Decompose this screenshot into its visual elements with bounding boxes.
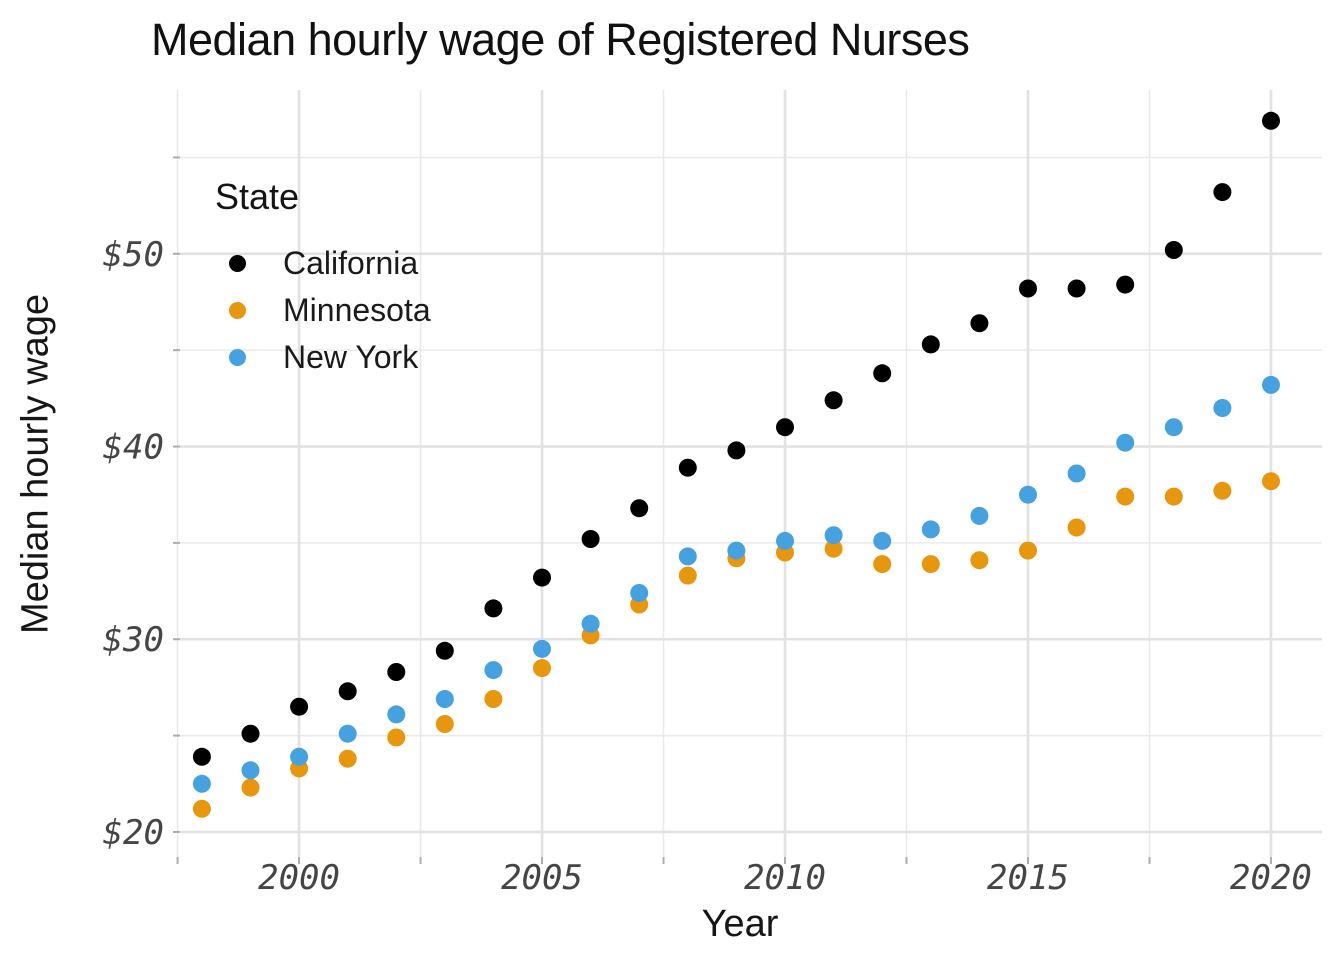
data-point-new-york [921,520,940,539]
x-tick-label: 2020 [1230,858,1312,898]
data-point-california [1262,111,1280,130]
data-point-minnesota [387,728,406,747]
data-point-california [678,458,697,477]
data-point-new-york [630,584,649,602]
data-point-new-york [192,774,211,793]
data-point-new-york [1213,399,1232,417]
x-axis-title: Year [701,903,779,945]
data-point-minnesota [1067,518,1086,537]
data-point-california [533,568,551,587]
legend-item-california: California [215,240,431,287]
data-point-california [1067,279,1086,298]
data-point-new-york [1116,433,1135,452]
data-point-minnesota [435,715,454,733]
data-point-california [290,697,309,716]
data-point-new-york [387,705,406,724]
data-point-new-york [970,506,989,525]
data-point-california [727,441,746,460]
data-point-minnesota [824,539,843,558]
data-point-california [921,335,940,354]
data-point-new-york [435,690,454,708]
legend-label-california: California [283,245,419,281]
legend-key-dot-new-york [229,349,246,366]
data-point-new-york [1262,375,1280,394]
legend-items: California Minnesota New York [215,240,431,381]
data-point-california [873,364,892,383]
data-point-new-york [1019,485,1037,504]
y-tick-label: $30 [103,620,164,660]
y-tick-label: $40 [103,428,164,468]
chart-title: Median hourly wage of Registered Nurses [151,14,970,65]
data-point-minnesota [1116,487,1135,506]
legend: State California Minnesota New York [215,176,431,381]
legend-title: State [215,176,300,217]
data-point-minnesota [533,659,551,678]
data-point-minnesota [1019,541,1037,560]
data-point-minnesota [484,690,503,708]
data-point-california [1116,275,1135,294]
data-point-minnesota [338,749,357,768]
x-tick-label: 2010 [744,858,826,898]
data-point-minnesota [921,555,940,574]
legend-key-dot-california [229,255,246,272]
data-point-california [338,682,357,701]
x-tick-label: 2000 [258,858,340,898]
data-point-new-york [727,541,746,560]
data-point-california [484,599,503,618]
y-tick-label: $20 [103,813,164,853]
data-point-california [776,418,794,437]
x-tick-label: 2015 [987,858,1069,898]
data-point-california [1019,279,1037,298]
data-point-minnesota [1262,472,1280,491]
data-point-new-york [1067,464,1086,483]
data-point-minnesota [241,778,260,797]
data-point-california [387,663,406,681]
data-point-minnesota [192,799,211,818]
data-point-california [630,499,649,518]
x-tick-label: 2005 [501,858,583,898]
legend-item-new-york: New York [215,334,431,381]
data-point-minnesota [1213,481,1232,500]
data-point-california [970,314,989,333]
data-point-new-york [873,531,892,550]
data-point-minnesota [1164,487,1183,506]
data-point-new-york [824,526,843,545]
data-point-new-york [776,531,794,550]
data-point-california [1164,241,1183,259]
data-point-new-york [290,747,309,766]
data-point-california [824,391,843,410]
data-point-california [435,641,454,660]
data-point-new-york [484,661,503,680]
data-point-california [1213,183,1232,202]
data-point-minnesota [678,566,697,585]
data-point-new-york [241,761,260,780]
legend-item-minnesota: Minnesota [215,287,431,334]
data-point-new-york [533,639,551,658]
y-tick-label: $50 [103,235,164,275]
data-point-new-york [338,724,357,743]
y-axis-title: Median hourly wage [14,293,57,635]
data-point-new-york [1164,418,1183,437]
legend-label-minnesota: Minnesota [283,292,431,328]
data-point-new-york [678,547,697,566]
data-point-minnesota [970,551,989,570]
data-point-california [581,530,600,548]
data-point-california [241,724,260,743]
data-point-california [192,747,211,766]
data-point-minnesota [873,555,892,574]
legend-key-dot-minnesota [229,302,246,319]
legend-label-new-york: New York [283,339,419,375]
data-point-new-york [581,614,600,633]
